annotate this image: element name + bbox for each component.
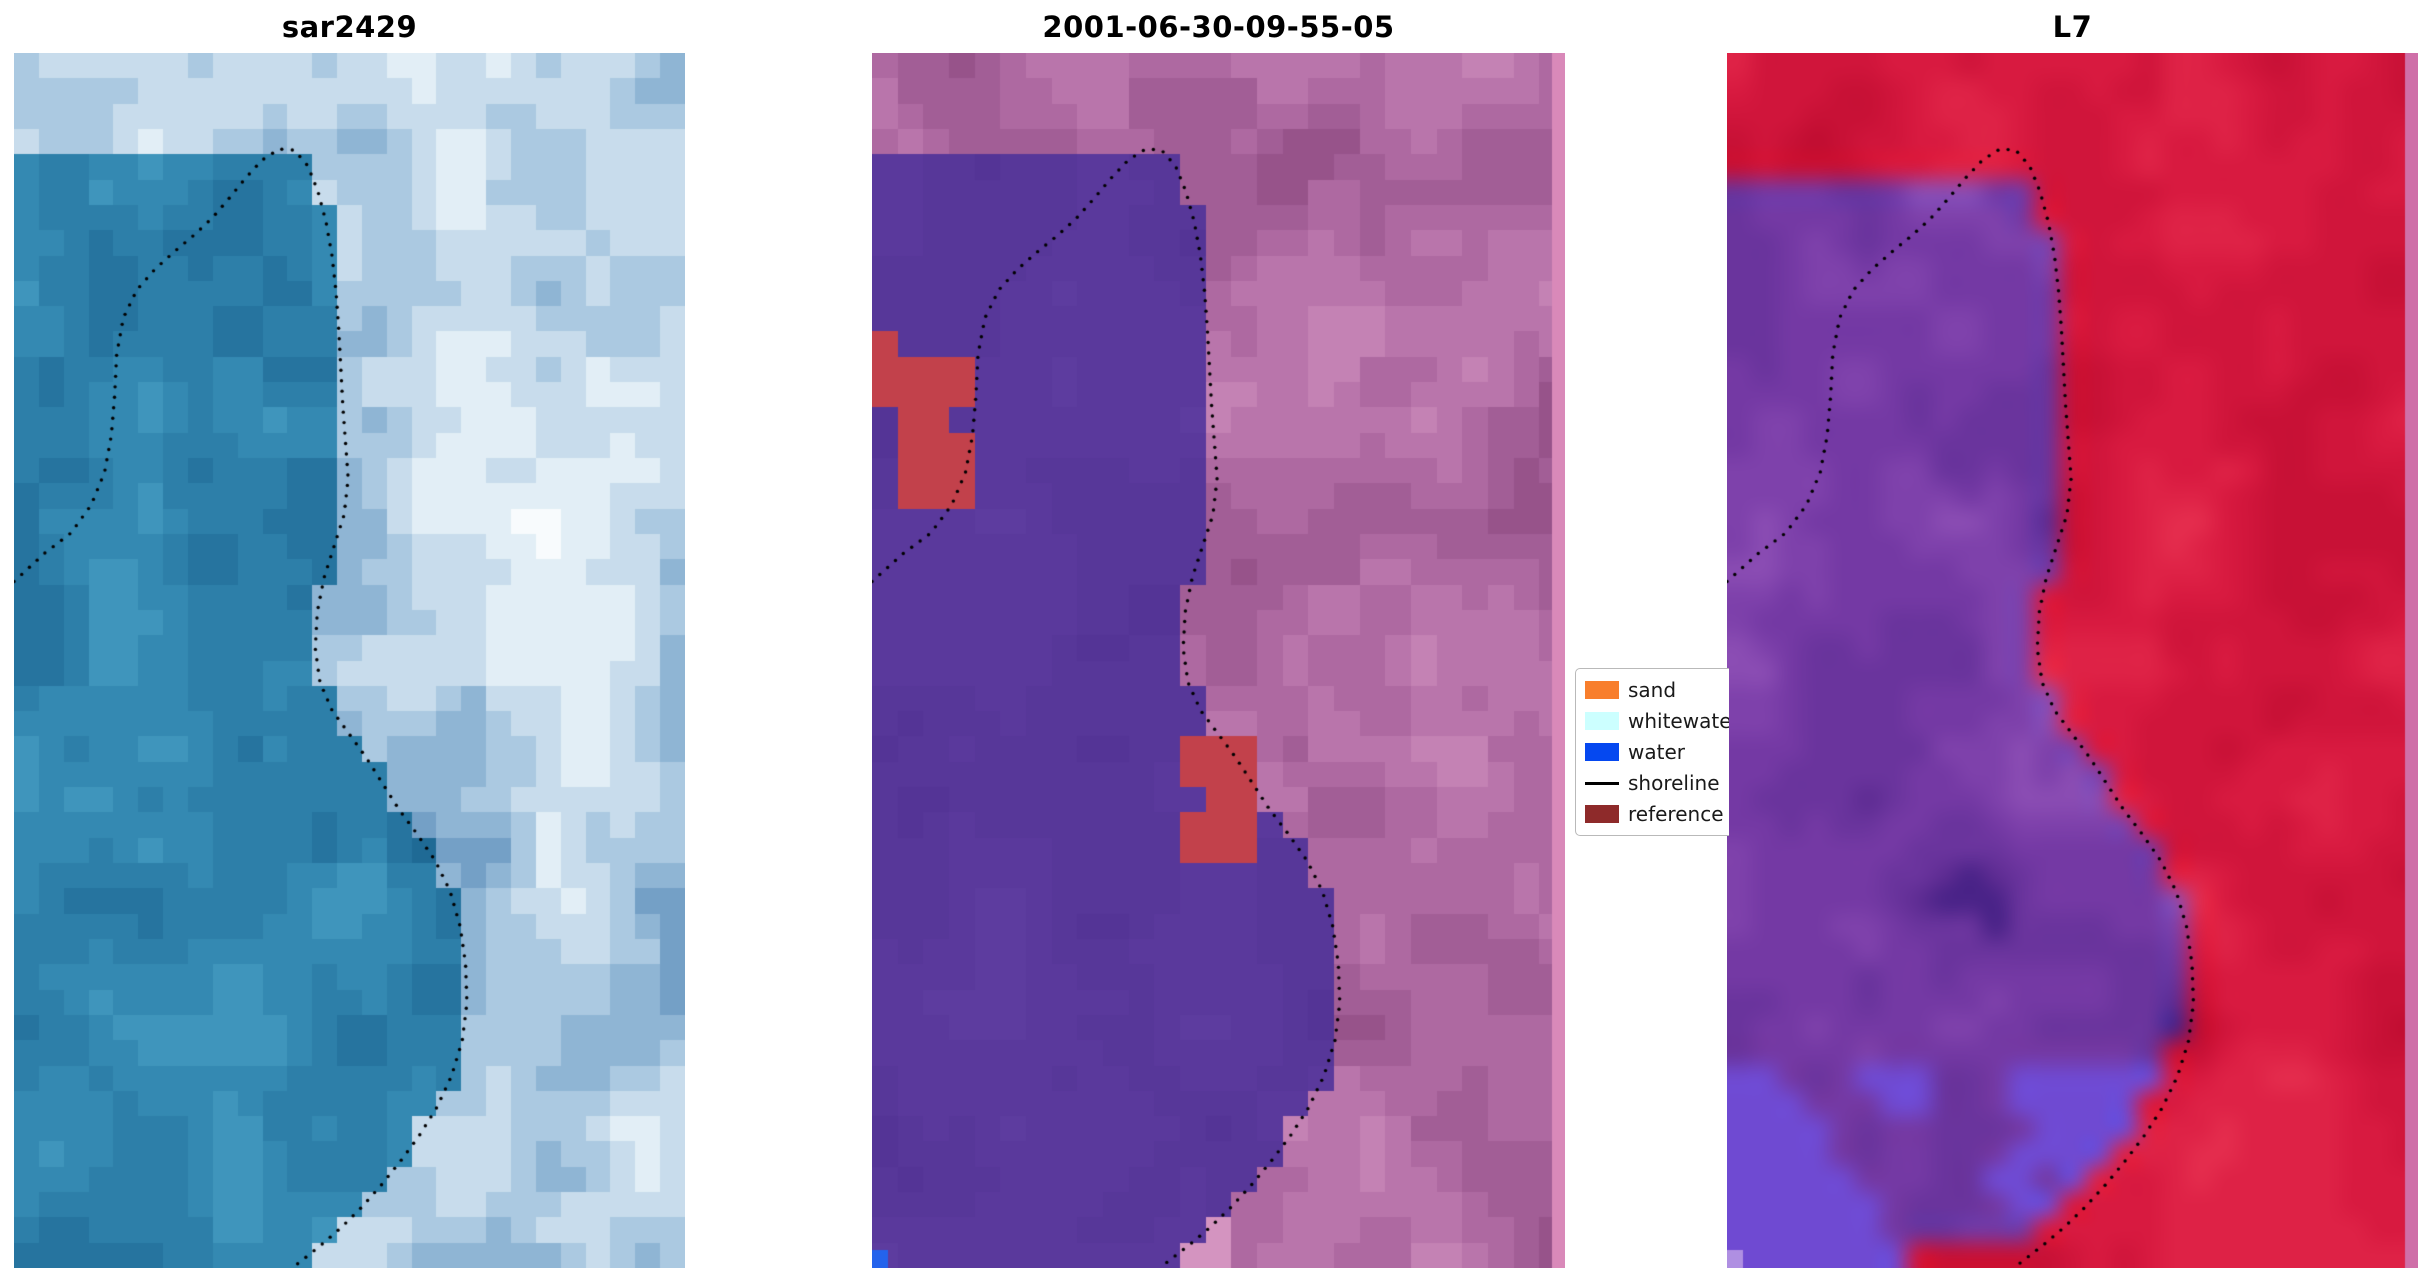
legend-item-sand: sand (1585, 676, 1729, 704)
legend-item-whitewater: whitewater (1585, 707, 1729, 735)
legend-label: shoreline (1628, 771, 1720, 795)
sar2429-image (14, 53, 685, 1268)
legend-item-water: water (1585, 738, 1729, 766)
legend-label: whitewater (1628, 709, 1729, 733)
whitewater-swatch-patch (1585, 712, 1619, 730)
water-swatch-patch (1585, 743, 1619, 761)
shoreline-swatch-line (1585, 781, 1619, 785)
legend-label: reference (1628, 802, 1724, 826)
panel-classified-date-title: 2001-06-30-09-55-05 (1042, 10, 1395, 44)
sand-swatch-patch (1585, 681, 1619, 699)
panel-classified-date: 2001-06-30-09-55-05 (872, 0, 1565, 1268)
l7-image (1727, 53, 2418, 1268)
classified-image (872, 53, 1565, 1268)
legend: sand whitewater water shoreline reference (1575, 668, 1729, 840)
legend-item-reference: reference (1585, 800, 1729, 828)
panel-sar2429-title: sar2429 (281, 10, 418, 44)
legend-box: sand whitewater water shoreline reference (1575, 668, 1729, 836)
reference-swatch-patch (1585, 805, 1619, 823)
legend-label: water (1628, 740, 1685, 764)
legend-item-shoreline: shoreline (1585, 769, 1729, 797)
legend-label: sand (1628, 678, 1677, 702)
panel-l7: L7 (1727, 0, 2418, 1268)
panel-l7-title: L7 (2052, 10, 2093, 44)
legend-items: sand whitewater water shoreline reference (1585, 676, 1729, 828)
panel-sar2429: sar2429 (14, 0, 685, 1268)
